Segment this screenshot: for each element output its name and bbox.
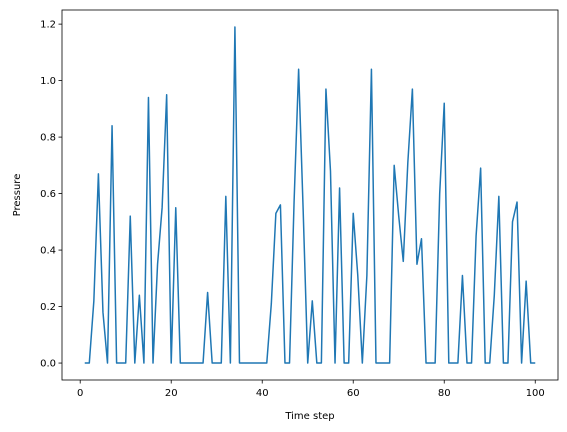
x-axis-label: Time step (284, 411, 334, 422)
y-tick-label: 0.8 (40, 133, 56, 144)
y-tick-label: 1.0 (40, 76, 56, 87)
x-tick-label: 20 (165, 388, 178, 399)
y-tick-label: 1.2 (40, 20, 56, 31)
y-axis-ticks: 0.0 0.2 0.4 0.6 0.8 1.0 1.2 (40, 20, 62, 370)
x-tick-label: 40 (256, 388, 269, 399)
x-tick-label: 0 (77, 388, 83, 399)
y-axis-label: Pressure (12, 174, 23, 217)
y-tick-label: 0.4 (40, 246, 56, 257)
x-axis-ticks: 0 20 40 60 80 100 (77, 380, 545, 399)
y-tick-label: 0.0 (40, 359, 56, 370)
x-tick-label: 100 (526, 388, 545, 399)
x-tick-label: 60 (347, 388, 360, 399)
y-tick-label: 0.2 (40, 302, 56, 313)
y-tick-label: 0.6 (40, 189, 56, 200)
x-tick-label: 80 (438, 388, 451, 399)
